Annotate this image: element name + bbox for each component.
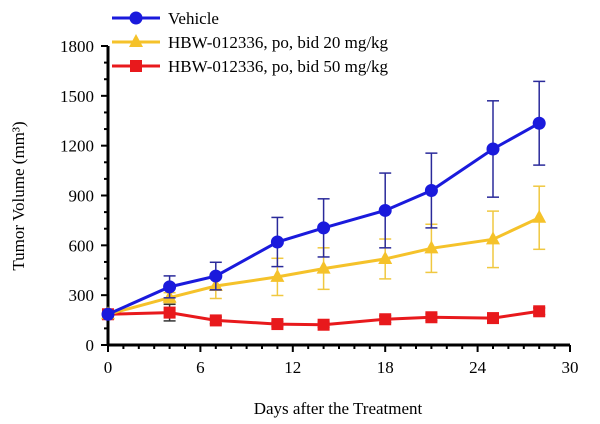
square-marker <box>533 305 546 318</box>
y-tick-label: 1800 <box>60 37 94 56</box>
square-marker <box>163 306 176 319</box>
x-tick-label: 6 <box>196 358 205 377</box>
legend-item: HBW-012336, po, bid 50 mg/kg <box>112 57 389 76</box>
x-axis-title: Days after the Treatment <box>254 399 423 418</box>
x-tick-label: 12 <box>284 358 301 377</box>
y-tick-label: 1200 <box>60 137 94 156</box>
circle-marker <box>424 184 438 198</box>
y-tick-label: 300 <box>69 286 95 305</box>
y-tick-label: 1500 <box>60 87 94 106</box>
y-tick-label: 0 <box>86 336 95 355</box>
legend-item: HBW-012336, po, bid 20 mg/kg <box>112 33 389 52</box>
square-marker <box>425 311 438 324</box>
triangle-marker <box>424 240 439 254</box>
circle-marker <box>317 221 331 235</box>
square-marker <box>487 312 499 325</box>
legend-item: Vehicle <box>112 9 219 28</box>
axes: 0 300 600 900 1200 1500 1800 0 6 12 18 24 30 <box>60 37 579 377</box>
square-marker <box>317 318 330 331</box>
series-3 <box>102 303 546 331</box>
circle-marker <box>270 235 284 249</box>
triangle-marker <box>486 231 500 245</box>
circle-marker <box>378 203 392 217</box>
square-marker <box>271 318 284 331</box>
circle-marker <box>129 11 143 25</box>
square-marker <box>209 314 222 327</box>
legend-label: HBW-012336, po, bid 50 mg/kg <box>168 57 389 76</box>
y-tick-label: 900 <box>69 187 95 206</box>
x-tick-label: 0 <box>104 358 113 377</box>
circle-marker <box>209 269 223 283</box>
x-tick-label: 18 <box>377 358 394 377</box>
square-marker <box>379 313 392 326</box>
y-axis-title: Tumor Volume (mm³) <box>9 121 28 270</box>
triangle-marker <box>129 34 143 47</box>
circle-marker <box>532 116 546 130</box>
series-1 <box>101 80 546 321</box>
legend-label: HBW-012336, po, bid 20 mg/kg <box>168 33 389 52</box>
triangle-marker <box>378 250 393 264</box>
circle-marker <box>101 307 115 321</box>
x-tick-label: 24 <box>469 358 487 377</box>
y-tick-label: 600 <box>69 236 95 255</box>
triangle-marker <box>316 260 331 274</box>
triangle-marker <box>270 268 285 282</box>
legend-label: Vehicle <box>168 9 219 28</box>
legend: Vehicle HBW-012336, po, bid 20 mg/kg HBW-0… <box>112 9 389 76</box>
series-layer <box>101 80 547 331</box>
x-tick-label: 30 <box>562 358 579 377</box>
triangle-marker <box>532 209 547 223</box>
circle-marker <box>163 280 177 294</box>
square-marker <box>130 60 142 72</box>
circle-marker <box>486 142 500 156</box>
